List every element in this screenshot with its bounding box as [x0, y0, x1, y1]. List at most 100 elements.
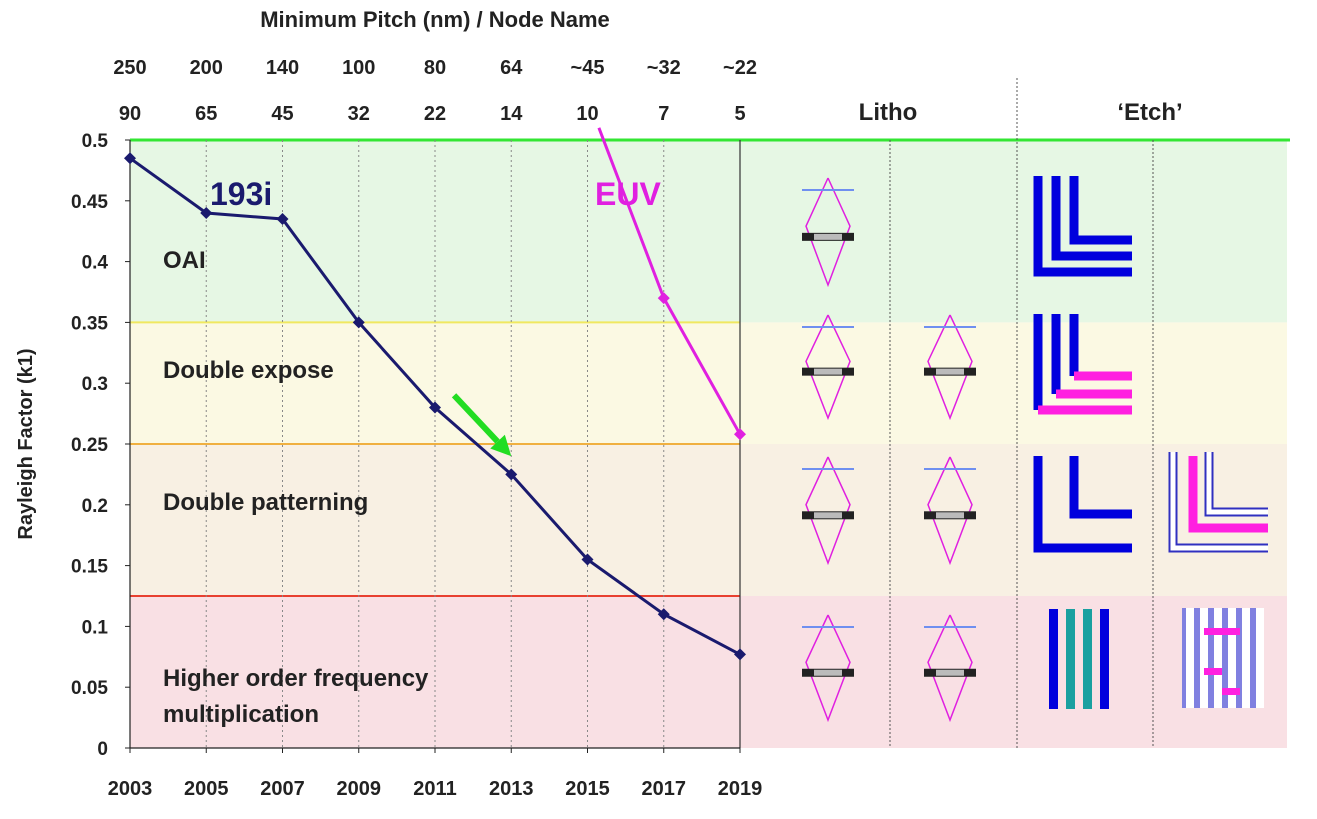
y-tick-label: 0.05 [71, 678, 108, 699]
x-tick-label: 2003 [108, 778, 153, 800]
y-tick-label: 0.1 [82, 617, 109, 638]
arrow-head [490, 434, 512, 457]
top-pitch-label: 64 [500, 57, 523, 79]
y-axis-label: Rayleigh Factor (k1) [15, 348, 37, 539]
top-node-label: 7 [658, 103, 669, 125]
top-node-label: 22 [424, 103, 446, 125]
lens-bar-highlight [936, 512, 964, 519]
y-axis-ticks: 0 0.05 0.1 0.15 0.2 0.25 0.3 0.35 0.4 0.45 0.5 [71, 131, 130, 760]
data-series [124, 127, 746, 661]
data-point [581, 553, 594, 566]
band-1 [130, 322, 1287, 444]
data-point [505, 468, 518, 481]
top-pitch-label: ~22 [723, 57, 757, 79]
y-tick-label: 0.3 [82, 374, 108, 395]
lens-diamond [805, 177, 851, 288]
x-axis-ticks: 2003 2005 2007 2009 2011 2013 2015 2017 2019 [108, 748, 763, 800]
top-node-label: 5 [734, 103, 745, 125]
top-pitch-label: 100 [342, 57, 375, 79]
data-point [124, 152, 136, 165]
etch-icon-frequency-multiplication-spacer [1182, 608, 1264, 708]
lens-diamond [805, 314, 851, 421]
band-label-1: Double expose [163, 357, 334, 384]
lens-bar-highlight [814, 233, 842, 240]
top-node-label: 90 [119, 103, 141, 125]
etch-column-header: ‘Etch’ [1117, 99, 1182, 126]
x-tick-label: 2007 [260, 778, 305, 800]
x-tick-label: 2005 [184, 778, 229, 800]
y-tick-label: 0.35 [71, 313, 108, 334]
litho-icon-double-expose-1 [802, 314, 854, 421]
data-point [276, 213, 289, 226]
data-point [657, 608, 670, 621]
chart-title: Minimum Pitch (nm) / Node Name [260, 7, 610, 32]
lens-diamond [927, 614, 973, 723]
data-point [429, 401, 441, 414]
band-label-3-line-2: multiplication [163, 701, 319, 728]
band-label-0: OAI [163, 247, 206, 274]
series-label-euv: EUV [595, 176, 661, 212]
x-tick-label: 2013 [489, 778, 534, 800]
litho-column-header: Litho [859, 99, 918, 126]
data-point [657, 292, 670, 305]
litho-icon-oai [802, 177, 854, 288]
y-tick-label: 0.2 [82, 496, 108, 517]
data-point [200, 206, 213, 219]
x-tick-label: 2011 [413, 778, 456, 800]
litho-icon-frequency-multiplication-2 [924, 614, 976, 723]
y-tick-label: 0.15 [71, 557, 108, 578]
x-tick-label: 2017 [642, 778, 687, 800]
top-pitch-label: 140 [266, 57, 299, 79]
x-tick-label: 2015 [565, 778, 610, 800]
series-label-193i: 193i [210, 176, 272, 212]
y-tick-label: 0.5 [82, 131, 109, 152]
y-tick-label: 0.45 [71, 192, 108, 213]
litho-icon-double-expose-2 [924, 314, 976, 421]
band-2 [130, 444, 1287, 596]
region-bands [130, 138, 1290, 748]
y-tick-label: 0 [97, 739, 108, 760]
etch-icon-frequency-multiplication [1049, 609, 1109, 709]
lens-bar-highlight [814, 669, 842, 676]
x-tick-label: 2019 [718, 778, 763, 800]
data-point [734, 428, 746, 441]
lens-bar-highlight [936, 368, 964, 375]
band-label-3-line-1: Higher order frequency [163, 665, 429, 692]
lens-bar-highlight [814, 368, 842, 375]
vertical-gridlines [205, 140, 665, 748]
top-node-label: 14 [500, 103, 523, 125]
lens-diamond [927, 456, 973, 566]
panel-dividers [739, 78, 1154, 748]
band-label-2: Double patterning [163, 489, 368, 516]
lens-bar-highlight [936, 669, 964, 676]
etch-icons [1033, 176, 1268, 709]
etch-icon-double-patterning [1033, 456, 1132, 553]
band-3 [130, 596, 1287, 748]
top-pitch-label: 250 [113, 57, 146, 79]
lens-diamond [805, 456, 851, 566]
y-tick-label: 0.25 [71, 435, 108, 456]
etch-icon-oai [1033, 176, 1132, 277]
band-labels: OAI Double expose Double patterning Higher … [163, 247, 429, 728]
lens-diamond [927, 314, 973, 421]
top-node-label: 32 [348, 103, 370, 125]
top-pitch-label: ~45 [571, 57, 605, 79]
litho-icon-frequency-multiplication-1 [802, 614, 854, 723]
top-node-label: 65 [195, 103, 217, 125]
data-point [734, 648, 746, 661]
top-pitch-label: 200 [190, 57, 223, 79]
litho-icon-double-patterning-2 [924, 456, 976, 566]
top-pitch-label: 80 [424, 57, 446, 79]
data-point [352, 316, 365, 329]
top-node-label: 45 [271, 103, 293, 125]
top-node-label: 10 [576, 103, 598, 125]
top-pitch-label: ~32 [647, 57, 681, 79]
x-tick-label: 2009 [337, 778, 382, 800]
lens-bar-highlight [814, 512, 842, 519]
litho-icons [802, 177, 976, 723]
y-tick-label: 0.4 [82, 253, 109, 274]
litho-icon-double-patterning-1 [802, 456, 854, 566]
band-0 [130, 140, 1287, 323]
lens-diamond [805, 614, 851, 723]
